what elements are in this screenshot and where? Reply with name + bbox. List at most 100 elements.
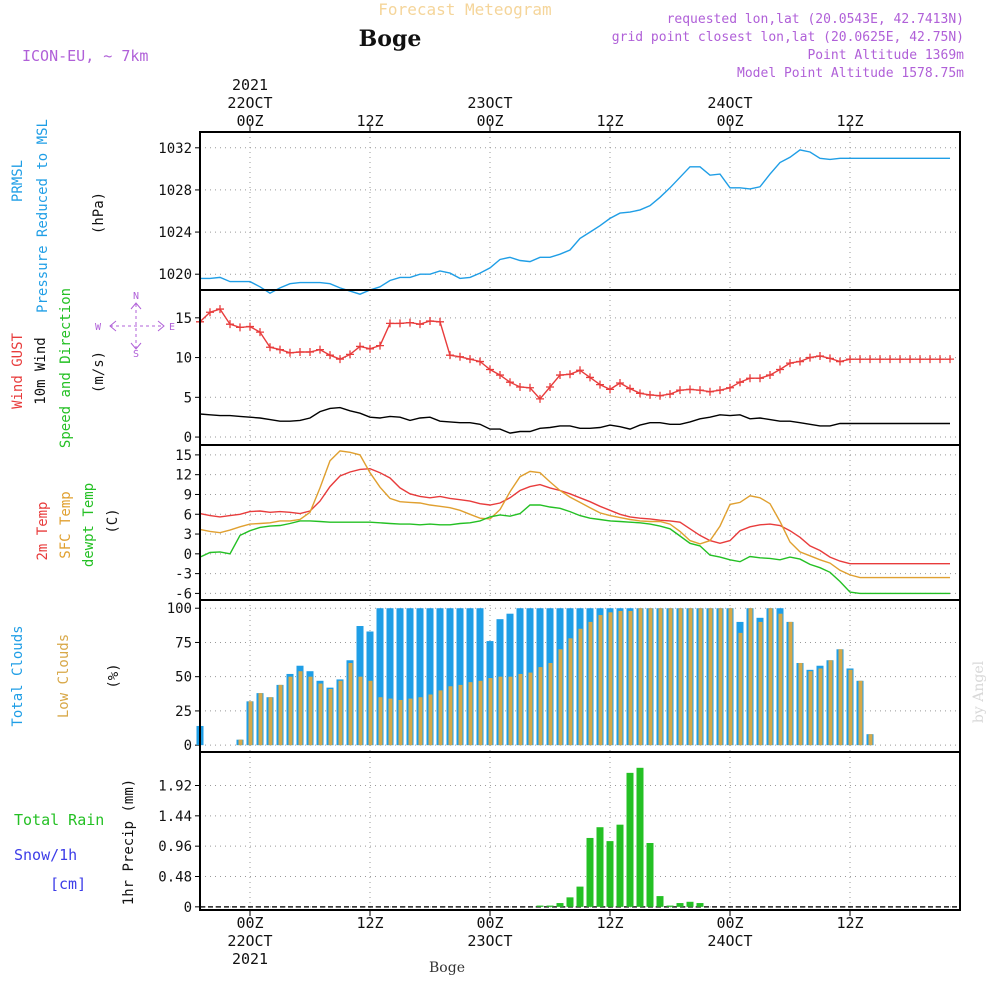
- low-cloud-bar: [398, 699, 403, 746]
- low-cloud-bar: [658, 608, 663, 746]
- total-cloud-bar: [456, 608, 464, 746]
- gust-marker: [676, 386, 684, 395]
- gust-marker: [436, 317, 444, 326]
- gust-marker: [226, 320, 234, 329]
- rain-bar: [606, 841, 614, 907]
- low-cloud-bar: [728, 608, 733, 746]
- low-cloud-bar: [548, 662, 553, 746]
- compass-n: N: [133, 291, 139, 302]
- gust-marker: [456, 352, 464, 361]
- rain-bar: [666, 905, 674, 907]
- low-cloud-bar: [768, 608, 773, 746]
- low-cloud-bar: [618, 610, 623, 746]
- low-cloud-bar: [818, 668, 823, 746]
- snow-unit: [cm]: [50, 875, 86, 893]
- compass-rose: N S W E: [95, 291, 175, 360]
- temperature-frame: [199, 444, 961, 601]
- gust-marker: [336, 355, 344, 364]
- gust-marker: [306, 348, 314, 356]
- gust-marker: [236, 323, 244, 332]
- low-cloud-bar: [428, 694, 433, 746]
- wind-ytick-label: 15: [175, 311, 192, 327]
- gust-marker: [626, 384, 634, 393]
- wind-ytick-label: 5: [184, 390, 192, 406]
- low-cloud-bar: [708, 608, 713, 746]
- low-cloud-bar: [748, 608, 753, 746]
- low-cloud-bar: [688, 608, 693, 746]
- gust-marker: [296, 348, 304, 356]
- gust-marker: [876, 355, 884, 364]
- gust-marker: [526, 383, 534, 392]
- low-cloud-bar: [378, 697, 383, 746]
- gust-marker: [776, 365, 784, 374]
- low-cloud-bar: [248, 701, 253, 746]
- low-cloud-bar: [608, 612, 613, 746]
- low-cloud-bar: [348, 662, 353, 746]
- pressure-label-2: Pressure Reduced to MSL: [35, 119, 51, 313]
- low-cloud-bar: [558, 649, 563, 746]
- gust-marker: [466, 355, 474, 364]
- grid-point-coords: grid point closest lon,lat (20.0625E, 42…: [612, 30, 964, 45]
- gust-marker: [686, 385, 694, 394]
- temperature-ytick-label: -6: [175, 586, 192, 602]
- wind-ytick-label: 0: [184, 430, 192, 446]
- rain-bar: [556, 903, 564, 907]
- low-cloud-bar: [438, 690, 443, 746]
- total-cloud-bar: [416, 608, 424, 746]
- rain-bar: [636, 767, 644, 907]
- temperature-ytick-label: 0: [184, 547, 192, 563]
- gust-marker: [576, 366, 584, 375]
- gust-marker: [546, 382, 554, 391]
- gust-marker: [886, 355, 894, 364]
- bottom-time-label: 00Z: [716, 914, 743, 932]
- low-cloud-bar: [588, 621, 593, 746]
- wind-gust-label: Wind GUST: [10, 333, 26, 409]
- low-cloud-bar: [698, 608, 703, 746]
- gust-marker: [906, 355, 914, 364]
- top-time-label: 23OCT: [467, 94, 512, 112]
- low-cloud-bar: [408, 698, 413, 746]
- gust-marker: [566, 370, 574, 379]
- gust-marker: [636, 389, 644, 398]
- low-cloud-bar: [528, 672, 533, 746]
- gust-marker: [766, 371, 774, 380]
- low-cloud-bar: [718, 608, 723, 746]
- clouds-ytick-label: 75: [175, 635, 192, 651]
- low-cloud-bar: [598, 615, 603, 746]
- gust-marker: [416, 320, 424, 329]
- low-cloud-bar: [788, 621, 793, 746]
- requested-coords: requested lon,lat (20.0543E, 42.7413N): [667, 12, 964, 27]
- low-cloud-bar: [638, 608, 643, 746]
- gust-marker: [816, 351, 824, 360]
- model-label: ICON-EU, ~ 7km: [22, 47, 148, 65]
- gust-marker: [486, 365, 494, 374]
- top-time-label: 00Z: [716, 112, 743, 130]
- rain-bar: [536, 905, 544, 907]
- temperature-ytick-label: -3: [175, 567, 192, 583]
- rain-bar: [566, 897, 574, 907]
- rain-bar: [656, 896, 664, 907]
- low-cloud-bar: [848, 669, 853, 746]
- temperature-ytick-label: 15: [175, 448, 192, 464]
- top-time-label: 2021: [232, 76, 268, 94]
- low-cloud-bar: [468, 682, 473, 746]
- pressure-label-1: PRMSL: [10, 160, 26, 202]
- clouds-unit: (%): [106, 663, 122, 688]
- bottom-time-label: 23OCT: [467, 932, 512, 950]
- rain-bar: [546, 905, 554, 907]
- pressure-frame: [199, 131, 961, 291]
- bottom-time-label: 24OCT: [707, 932, 752, 950]
- low-cloud-bar: [298, 671, 303, 746]
- gust-marker: [806, 353, 814, 362]
- gust-marker: [396, 319, 404, 328]
- low-cloud-bar: [758, 621, 763, 746]
- wind-ytick-label: 10: [175, 351, 192, 367]
- gust-marker: [846, 355, 854, 364]
- temp-dewpt-label: dewpt Temp: [81, 483, 97, 567]
- rain-legend: Total Rain: [14, 811, 104, 829]
- low-cloud-bar: [538, 667, 543, 746]
- rain-bar: [696, 903, 704, 907]
- precip-unit: 1hr Precip (mm): [121, 779, 137, 905]
- gust-marker: [736, 378, 744, 387]
